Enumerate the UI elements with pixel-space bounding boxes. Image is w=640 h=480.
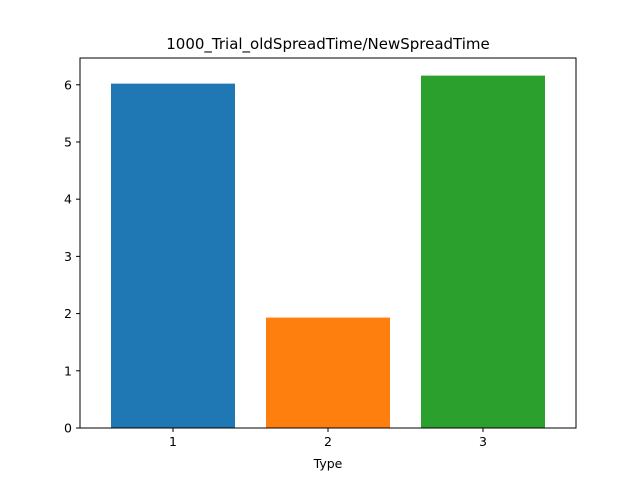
y-tick-label: 2 [64, 306, 72, 321]
bar-3 [421, 75, 545, 428]
y-tick-label: 6 [64, 77, 72, 92]
chart-title: 1000_Trial_oldSpreadTime/NewSpreadTime [166, 35, 490, 54]
x-tick-label: 2 [324, 434, 332, 449]
y-ticks: 0 1 2 3 4 5 6 [64, 77, 80, 436]
y-tick-label: 4 [64, 192, 72, 207]
y-tick-label: 3 [64, 249, 72, 264]
x-axis-title: Type [313, 456, 343, 471]
x-tick-label: 1 [169, 434, 177, 449]
y-tick-label: 1 [64, 363, 72, 378]
x-ticks: 1 2 3 [169, 428, 487, 449]
bar-2 [266, 317, 390, 428]
x-tick-label: 3 [479, 434, 487, 449]
bars [111, 75, 545, 428]
bar-1 [111, 83, 235, 428]
y-tick-label: 0 [64, 421, 72, 436]
plot-frame [79, 57, 577, 429]
y-tick-label: 5 [64, 134, 72, 149]
